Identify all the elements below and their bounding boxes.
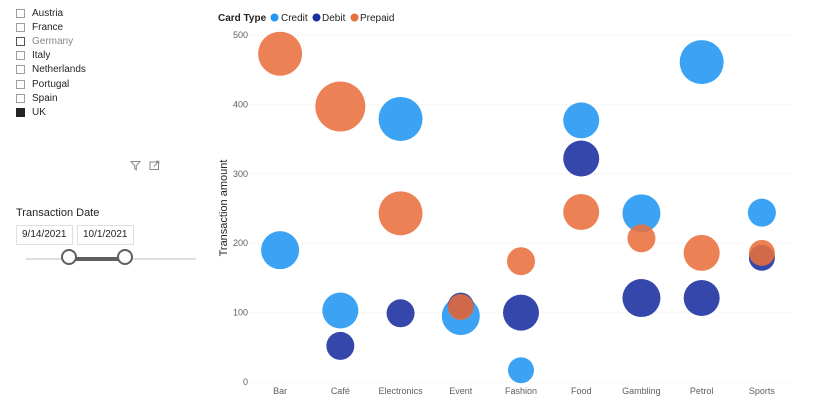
country-item-netherlands[interactable]: Netherlands [16,63,206,77]
country-label: Italy [32,50,51,62]
country-checkbox[interactable] [16,22,25,32]
country-checkbox[interactable] [16,79,25,89]
y-tick-label: 0 [243,377,248,387]
y-tick-label: 200 [233,238,248,248]
bubble-caf-debit[interactable] [326,331,355,360]
bubble-caf-credit[interactable] [322,292,359,329]
bubble-caf-prepaid[interactable] [315,81,366,132]
bubble-fashion-credit[interactable] [508,357,534,384]
country-item-uk[interactable]: UK [16,105,206,119]
country-label: Austria [32,7,64,19]
country-checkbox[interactable] [16,93,25,103]
legend-title: Card Type [218,13,267,24]
x-tick-label: Gambling [622,386,661,396]
x-tick-label: Bar [273,386,287,396]
country-label: UK [32,106,46,118]
bubble-bar-credit[interactable] [261,231,300,270]
y-tick-label: 500 [233,30,248,40]
y-tick-label: 100 [233,308,248,318]
visual-header [130,160,160,171]
bubble-food-credit[interactable] [563,102,600,139]
bubble-sports-credit[interactable] [747,198,776,227]
y-axis-title: Transaction amount [218,160,230,257]
legend: Credit Debit Prepaid [270,13,394,24]
country-item-france[interactable]: France [16,20,206,34]
range-end-handle[interactable] [116,249,133,265]
x-tick-label: Food [571,386,592,396]
legend-label-debit[interactable]: Debit [322,13,346,24]
filter-icon[interactable] [130,160,141,171]
date-slicer-title: Transaction Date [16,207,100,219]
bubble-petrol-credit[interactable] [679,40,724,85]
country-label: Spain [32,92,58,104]
legend-dot-debit [312,13,321,22]
country-item-germany[interactable]: Germany [16,34,206,48]
bubble-gambling-credit[interactable] [622,194,661,233]
bubble-petrol-prepaid[interactable] [683,234,720,271]
bubble-electronics-credit[interactable] [378,96,423,141]
x-tick-label: Petrol [690,386,714,396]
y-tick-label: 300 [233,169,248,179]
bubble-food-debit[interactable] [563,140,600,177]
country-checkbox[interactable] [16,65,25,75]
x-tick-label: Sports [749,386,776,396]
bubble-gambling-prepaid[interactable] [627,224,656,253]
x-tick-label: Fashion [505,386,537,396]
bubble-food-prepaid[interactable] [563,193,600,230]
legend-dot-credit [270,13,279,22]
country-checkbox[interactable] [16,36,25,46]
legend-label-credit[interactable]: Credit [281,13,308,24]
legend-dot-prepaid [350,13,359,22]
country-item-austria[interactable]: Austria [16,6,206,20]
legend-label-prepaid[interactable]: Prepaid [360,13,394,24]
bubble-petrol-debit[interactable] [683,280,720,317]
country-item-portugal[interactable]: Portugal [16,77,206,91]
country-label: Portugal [32,78,70,90]
bubble-sports-prepaid[interactable] [748,239,775,266]
country-checkbox[interactable] [16,107,25,117]
date-range-fill [68,257,125,261]
bubble-electronics-debit[interactable] [386,299,415,328]
country-checkbox[interactable] [16,8,25,18]
country-slicer: Austria France Germany Italy Netherlands… [16,6,206,120]
x-tick-label: Café [331,386,350,396]
country-item-italy[interactable]: Italy [16,49,206,63]
start-date-input[interactable]: 9/14/2021 [16,225,73,245]
focus-mode-icon[interactable] [149,160,160,171]
range-start-handle[interactable] [60,249,77,265]
country-checkbox[interactable] [16,51,25,61]
y-tick-label: 400 [233,99,248,109]
country-label: France [32,21,64,33]
country-label: Germany [32,35,74,47]
end-date-input[interactable]: 10/1/2021 [77,225,134,245]
bubble-electronics-prepaid[interactable] [378,191,423,236]
bubble-fashion-prepaid[interactable] [507,247,535,276]
bubble-gambling-debit[interactable] [622,279,661,318]
bubble-bar-prepaid[interactable] [258,31,303,76]
bubble-fashion-debit[interactable] [503,294,539,331]
x-tick-label: Event [449,386,473,396]
x-tick-label: Electronics [379,386,424,396]
bubble-event-prepaid[interactable] [447,294,474,321]
country-label: Netherlands [32,64,86,76]
country-item-spain[interactable]: Spain [16,91,206,105]
